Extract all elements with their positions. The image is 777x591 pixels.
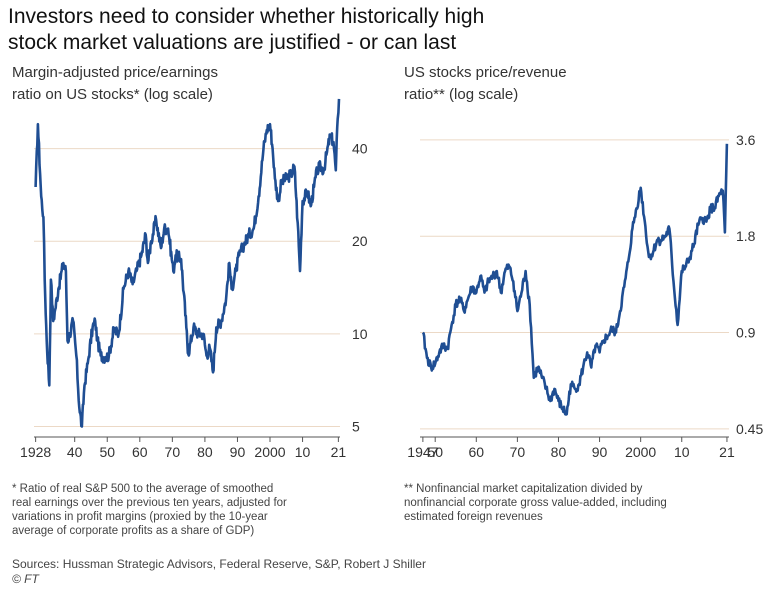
right-y-tick-label: 3.6 — [736, 132, 756, 148]
right-series-line — [421, 143, 729, 416]
chart-title-line-2: stock market valuations are justified - … — [8, 31, 457, 54]
left-chart-subtitle: Margin-adjusted price/earnings ratio on … — [12, 62, 218, 106]
right-footnote-line-1: ** Nonfinancial market capitalization di… — [404, 483, 643, 495]
left-footnote: * Ratio of real S&P 500 to the average o… — [12, 482, 287, 538]
right-x-tick-label: 90 — [592, 444, 608, 460]
chart-title-line-1: Investors need to consider whether histo… — [8, 5, 485, 28]
right-x-tick-label: 70 — [510, 444, 526, 460]
left-y-tick-label: 40 — [352, 141, 368, 157]
left-subtitle-line-2: ratio on US stocks* (log scale) — [12, 86, 213, 103]
left-y-tick-label: 10 — [352, 326, 368, 342]
right-x-tick-label: 50 — [427, 444, 443, 460]
right-x-tick-label: 21 — [719, 444, 735, 460]
right-x-tick-label: 80 — [551, 444, 567, 460]
left-x-tick-label: 21 — [331, 444, 347, 460]
right-y-tick-label: 0.9 — [736, 325, 756, 341]
left-footnote-line-1: * Ratio of real S&P 500 to the average o… — [12, 483, 274, 495]
left-x-tick-label: 90 — [230, 444, 246, 460]
left-x-tick-label: 2000 — [254, 444, 285, 460]
left-footnote-line-2: real earnings over the previous ten year… — [12, 497, 287, 509]
left-x-tick-label: 1928 — [20, 444, 51, 460]
left-y-tick-label: 20 — [352, 233, 368, 249]
left-x-tick-label: 60 — [132, 444, 148, 460]
right-x-tick-label: 2000 — [625, 444, 656, 460]
right-footnote: ** Nonfinancial market capitalization di… — [404, 482, 667, 524]
right-x-tick-label: 60 — [469, 444, 485, 460]
left-x-tick-label: 40 — [67, 444, 83, 460]
ft-credit: © FT — [12, 572, 39, 586]
right-y-tick-label: 1.8 — [736, 228, 756, 244]
right-subtitle-line-2: ratio** (log scale) — [404, 86, 519, 103]
left-x-tick-label: 80 — [197, 444, 213, 460]
right-chart-subtitle: US stocks price/revenue ratio** (log sca… — [404, 62, 567, 106]
left-footnote-line-4: average of corporate profits as a share … — [12, 525, 255, 537]
left-x-tick-label: 50 — [99, 444, 115, 460]
left-subtitle-line-1: Margin-adjusted price/earnings — [12, 64, 218, 81]
right-footnote-line-2: nonfinancial corporate gross value-added… — [404, 497, 667, 509]
right-subtitle-line-1: US stocks price/revenue — [404, 64, 567, 81]
sources: Sources: Hussman Strategic Advisors, Fed… — [12, 557, 426, 587]
left-y-tick-label: 5 — [352, 419, 360, 435]
left-series-line — [34, 98, 341, 428]
right-x-tick-label: 10 — [674, 444, 690, 460]
right-y-tick-label: 0.45 — [736, 421, 763, 437]
left-x-tick-label: 10 — [295, 444, 311, 460]
left-x-tick-label: 70 — [165, 444, 181, 460]
chart-title: Investors need to consider whether histo… — [8, 4, 768, 56]
sources-text: Sources: Hussman Strategic Advisors, Fed… — [12, 557, 426, 571]
right-x-tick-label: 1947 — [407, 444, 438, 460]
left-footnote-line-3: variations in profit margins (proxied by… — [12, 511, 268, 523]
right-footnote-line-3: estimated foreign revenues — [404, 511, 543, 523]
